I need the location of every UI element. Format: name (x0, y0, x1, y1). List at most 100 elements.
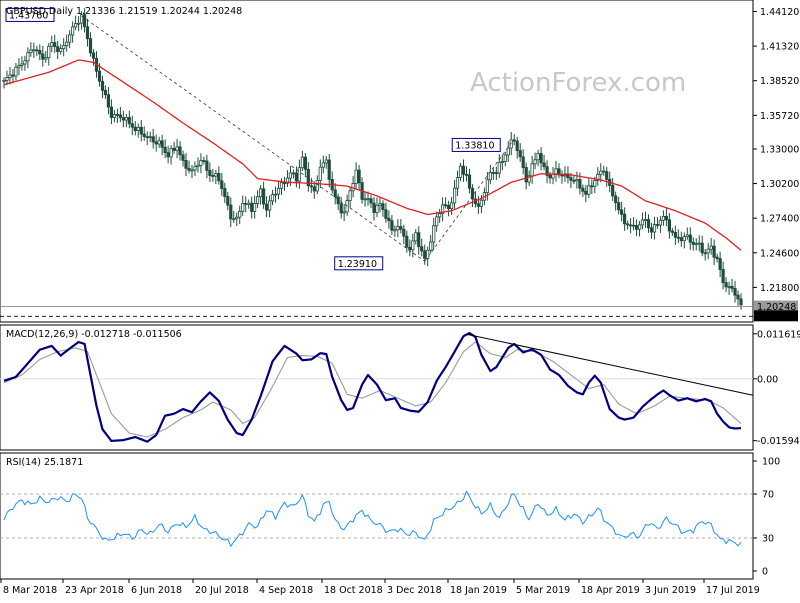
price-bar-body (432, 225, 436, 243)
price-bar-body (255, 196, 260, 204)
price-bar-body (321, 162, 325, 168)
price-bar-body (429, 241, 433, 251)
time-axis-label: 3 Dec 2018 (387, 585, 442, 596)
price-bar-body (623, 213, 627, 225)
price-bar-body (387, 217, 391, 222)
price-bar-body (593, 179, 597, 187)
price-bar-body (494, 172, 498, 175)
price-bar-body (617, 202, 621, 211)
price-bar-body (715, 256, 719, 260)
price-axis: 1.44120 1.41320 1.38520 1.35720 1.33000 1.302… (753, 7, 799, 323)
price-bar-body (661, 215, 666, 221)
time-axis-label: 17 Jul 2019 (706, 585, 760, 596)
price-bar-body (190, 169, 194, 172)
price-bar-body (578, 179, 582, 189)
price-bar-body (649, 227, 654, 233)
support-label-box (754, 310, 798, 322)
price-bar-body (446, 204, 451, 209)
price-bar-body (333, 189, 337, 198)
price-bar-body (20, 63, 24, 66)
price-bar-body (312, 186, 316, 192)
dashed-trendline-down (81, 15, 425, 262)
price-bar-body (652, 224, 657, 233)
current-price-label-box (754, 300, 798, 312)
price-bar-body (226, 196, 230, 206)
price-bar-body (700, 242, 704, 254)
rsi-panel-header: RSI(14) 25.1871 (6, 457, 83, 468)
annotation-box (5, 7, 55, 22)
price-bar-body (503, 154, 507, 162)
macd-signal-line (3, 341, 742, 438)
price-bar-body (443, 204, 448, 207)
price-bar-body (488, 171, 493, 181)
price-bar-body (470, 187, 475, 200)
price-bar-body (521, 156, 525, 168)
price-bar-body (626, 223, 630, 226)
price-bar-body (724, 282, 728, 288)
time-axis-label: 4 Sep 2018 (259, 585, 313, 596)
price-bar-body (23, 60, 27, 65)
price-bar-body (285, 177, 290, 184)
price-bar-body (297, 167, 302, 182)
rsi-axis-label: 70 (762, 490, 774, 501)
price-bar-body (706, 248, 710, 254)
annotation-label: 1.33810 (455, 140, 494, 151)
price-bar-body (247, 202, 251, 205)
price-bar-body (318, 166, 322, 181)
price-bar-body (258, 188, 263, 198)
price-bar-body (11, 74, 15, 77)
price-bar-body (536, 153, 540, 161)
price-bar-body (393, 229, 397, 232)
price-axis-label: 1.44120 (760, 7, 799, 18)
price-bar-body (455, 177, 460, 189)
price-bar-body (100, 80, 105, 91)
price-bar-body (467, 174, 472, 189)
price-bar-body (5, 77, 9, 81)
time-axis-label: 20 Jul 2018 (195, 585, 249, 596)
price-axis-label: 1.30200 (760, 179, 799, 190)
price-bar-body (26, 52, 30, 62)
support-label: 1.19460 (757, 312, 796, 323)
price-bar-body (232, 218, 236, 221)
price-bar-body (697, 242, 701, 245)
rsi-axis: 100 70 30 0 (753, 457, 780, 578)
price-bar-body (602, 170, 606, 173)
price-bar-body (244, 202, 248, 205)
price-bar-body (339, 203, 343, 214)
price-axis-label: 1.41320 (760, 42, 799, 53)
price-bar-body (638, 224, 642, 230)
price-bar-body (294, 172, 299, 182)
price-bar-body (479, 199, 484, 207)
price-bar-body (118, 114, 122, 119)
price-bar-body (620, 209, 624, 215)
macd-axis-label: 0.011619 (757, 329, 800, 340)
price-bar-body (187, 167, 191, 171)
price-bar-body (142, 133, 146, 137)
price-bar-body (175, 146, 179, 151)
price-bar-body (32, 49, 36, 52)
price-bar-body (733, 287, 737, 296)
price-bar-body (282, 182, 287, 185)
annotation-label: 1.43760 (9, 10, 48, 21)
price-bar-body (485, 179, 490, 194)
price-bar-body (664, 215, 669, 221)
price-bar-body (584, 190, 588, 195)
price-bar-body (279, 182, 284, 189)
price-bar-body (252, 203, 257, 212)
price-bar-body (658, 219, 663, 226)
price-bar-body (721, 269, 725, 284)
price-bar-body (712, 245, 716, 258)
price-bar-body (599, 170, 603, 175)
price-bar-body (112, 114, 116, 118)
price-bar-body (366, 198, 370, 201)
price-bar-body (629, 224, 633, 227)
macd-trendline (466, 333, 754, 396)
price-bar-body (202, 160, 206, 162)
price-bar-body (679, 237, 683, 242)
price-bar-body (548, 174, 552, 179)
current-price-label: 1.20248 (757, 302, 796, 313)
price-bar-body (646, 219, 651, 229)
price-bar-body (65, 41, 69, 46)
time-axis-label: 18 Oct 2018 (324, 585, 383, 596)
